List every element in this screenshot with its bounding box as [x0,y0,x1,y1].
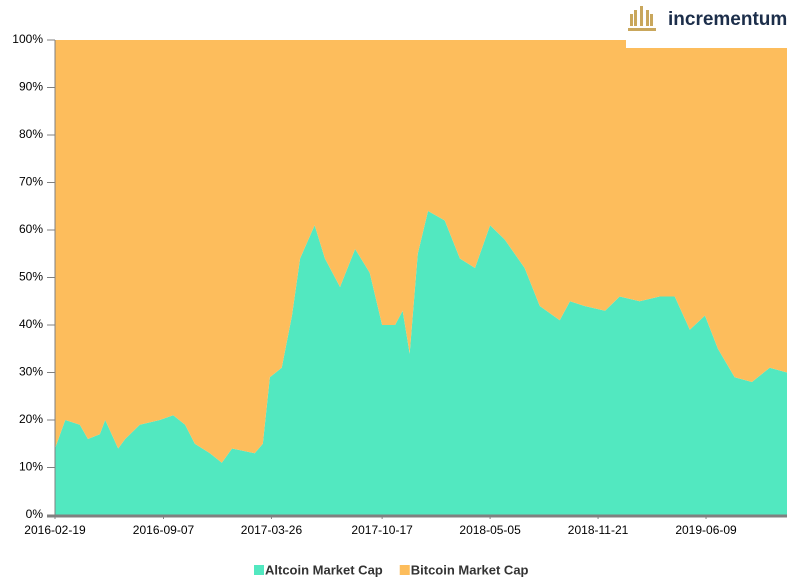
y-tick-label: 90% [19,80,43,94]
x-tick-label: 2016-09-07 [133,523,195,537]
x-tick-label: 2018-11-21 [568,523,629,537]
y-tick-label: 0% [26,507,44,521]
x-tick-label: 2017-03-26 [241,523,303,537]
y-tick-label: 70% [19,175,43,189]
y-tick-label: 50% [19,270,43,284]
x-tick-label: 2017-10-17 [351,523,413,537]
y-tick-label: 40% [19,317,43,331]
y-tick-label: 100% [12,32,43,46]
area [55,40,787,463]
x-tick-label: 2018-05-05 [459,523,521,537]
y-tick-label: 80% [19,127,43,141]
logo: incrementum [626,0,798,48]
y-tick-label: 60% [19,222,43,236]
x-tick-label: 2019-06-09 [675,523,737,537]
logo-icon [628,6,656,31]
x-tick-label: 2016-02-19 [24,523,86,537]
legend-swatch [399,565,410,575]
y-tick-label: 20% [19,412,43,426]
y-tick-label: 30% [19,365,43,379]
y-tick-label: 10% [19,460,43,474]
legend-label: Bitcoin Market Cap [411,562,529,577]
legend-swatch [254,565,264,575]
area [55,211,787,515]
logo-text: incrementum [668,9,787,30]
logo-background [626,0,798,48]
legend-label: Altcoin Market Cap [265,562,383,577]
